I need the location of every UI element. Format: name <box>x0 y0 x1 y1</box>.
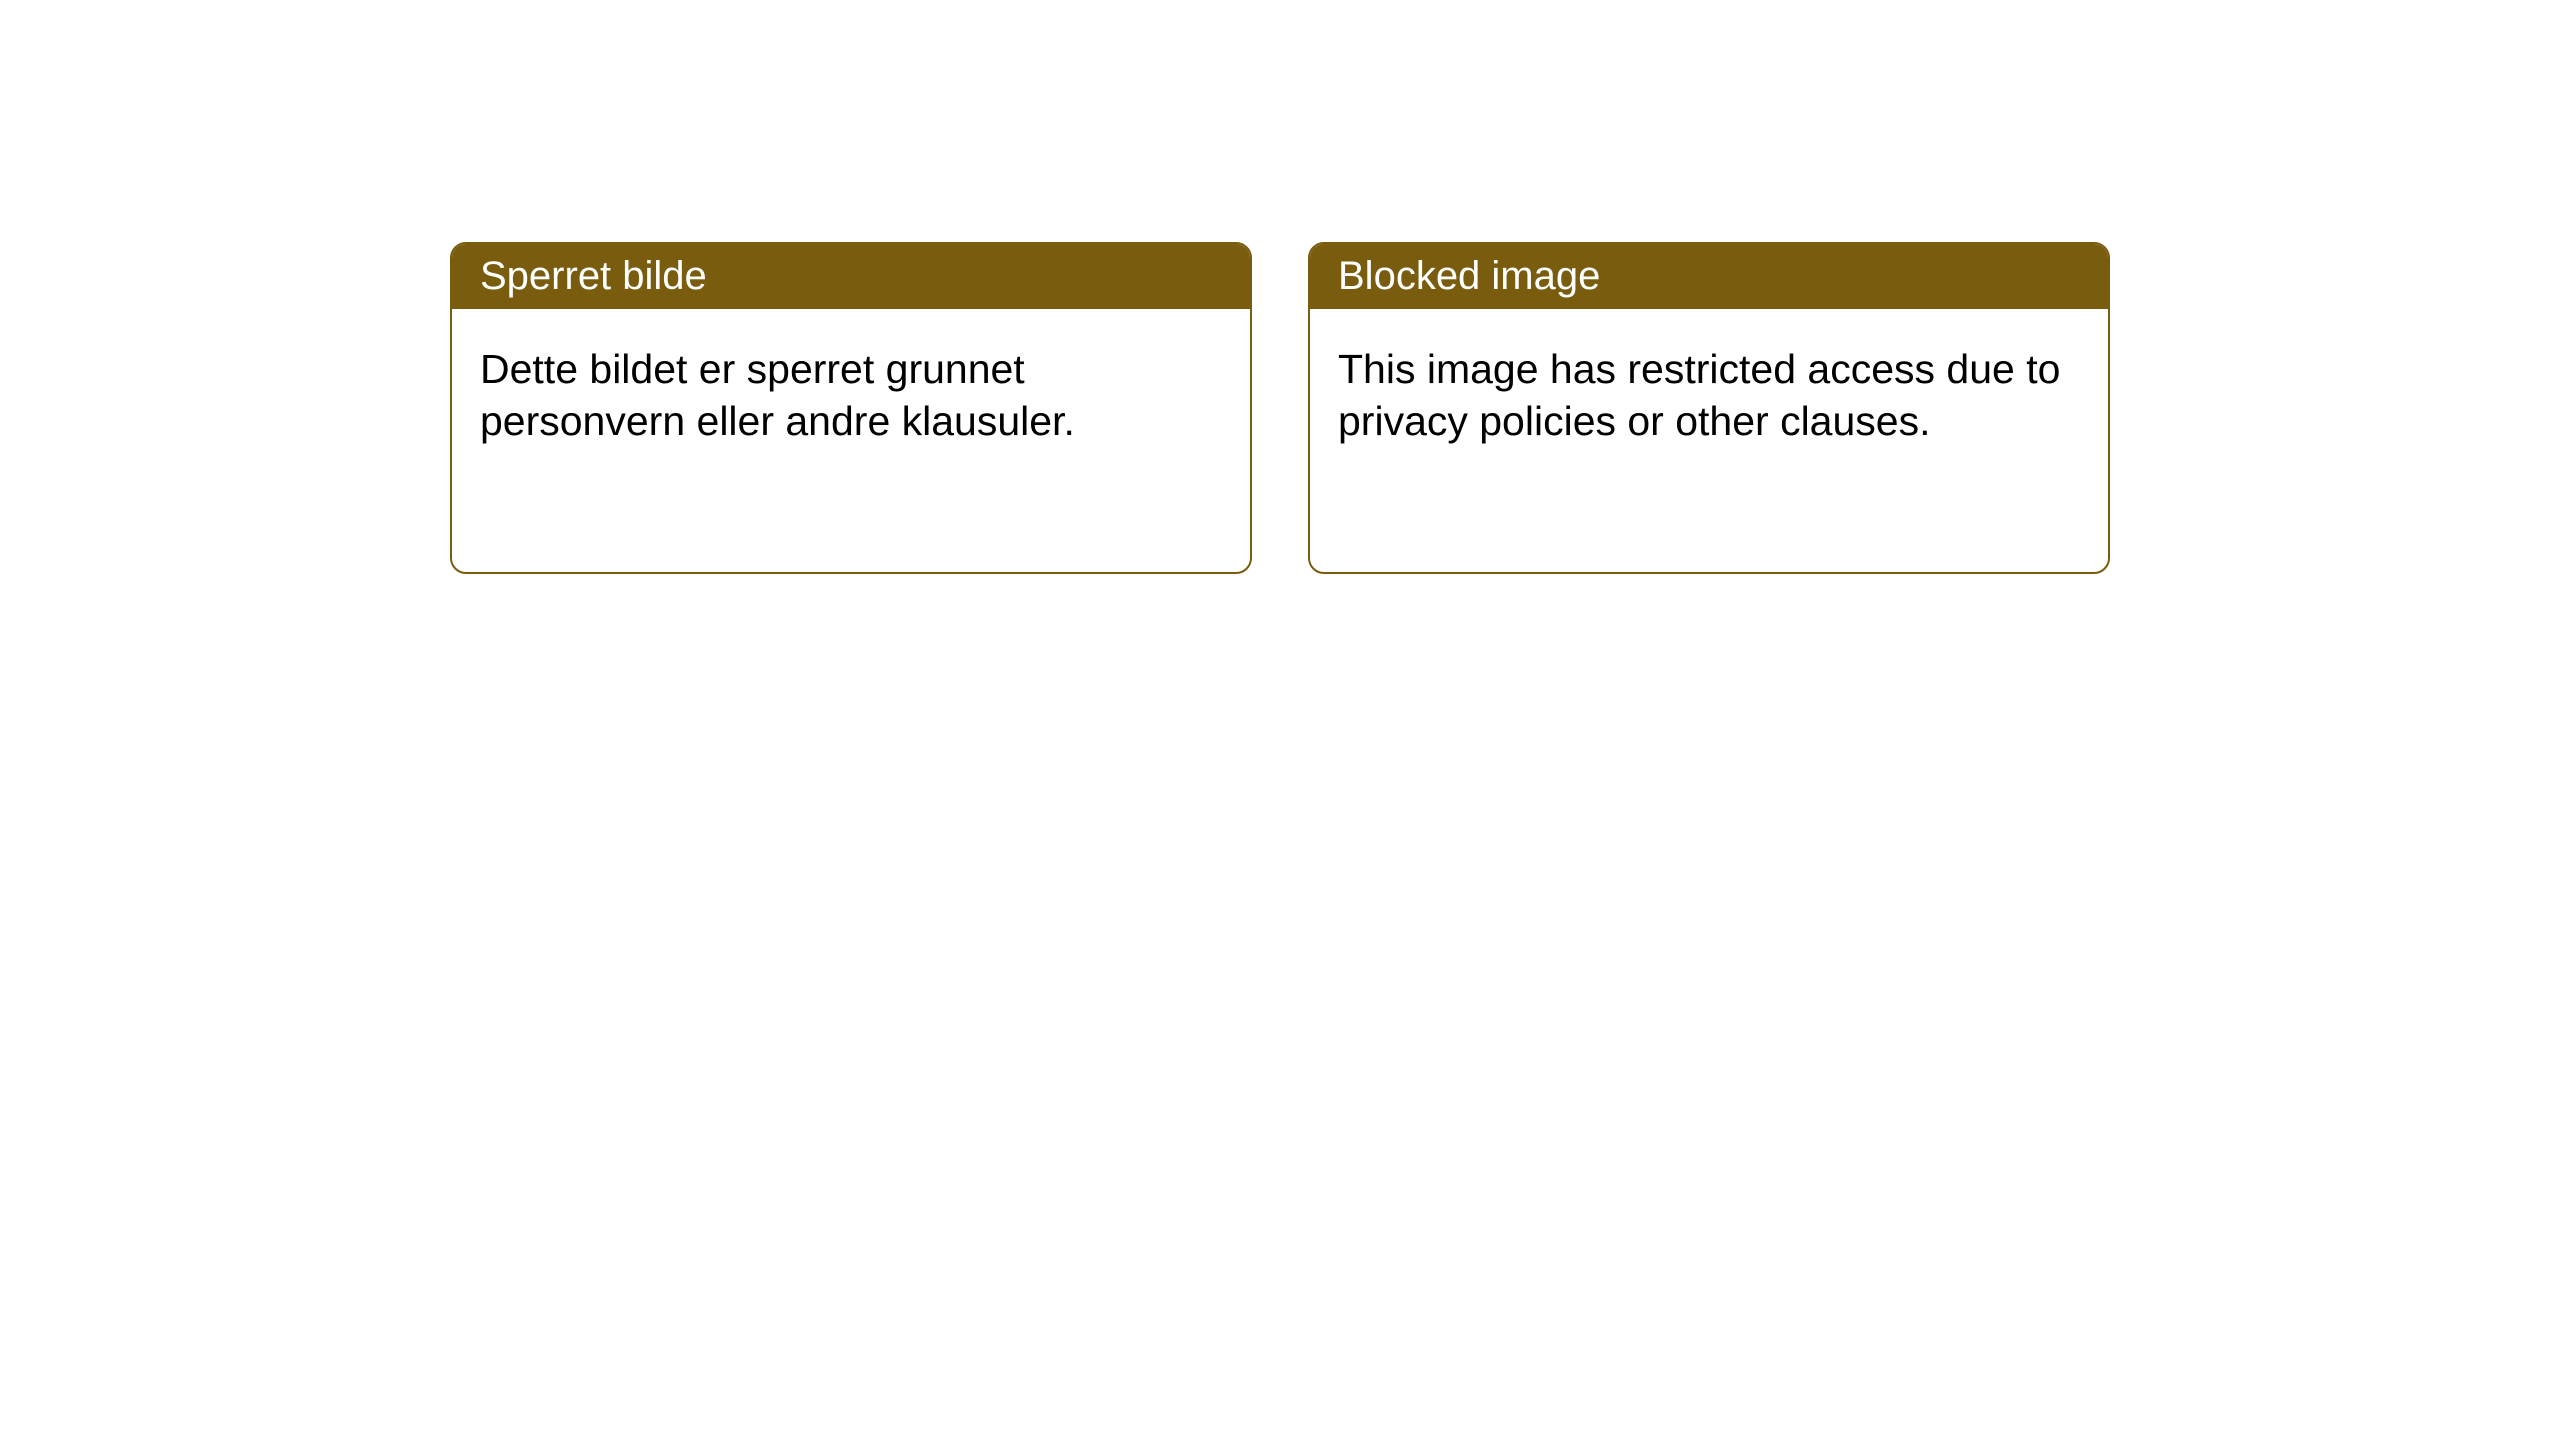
notice-header: Blocked image <box>1310 244 2108 309</box>
notice-body-text: This image has restricted access due to … <box>1338 346 2060 444</box>
notice-body: Dette bildet er sperret grunnet personve… <box>452 309 1250 482</box>
notice-header: Sperret bilde <box>452 244 1250 309</box>
notice-card-english: Blocked image This image has restricted … <box>1308 242 2110 574</box>
notice-card-norwegian: Sperret bilde Dette bildet er sperret gr… <box>450 242 1252 574</box>
notice-title: Blocked image <box>1338 254 1600 298</box>
notice-container: Sperret bilde Dette bildet er sperret gr… <box>0 0 2560 574</box>
notice-title: Sperret bilde <box>480 254 707 298</box>
notice-body: This image has restricted access due to … <box>1310 309 2108 482</box>
notice-body-text: Dette bildet er sperret grunnet personve… <box>480 346 1075 444</box>
